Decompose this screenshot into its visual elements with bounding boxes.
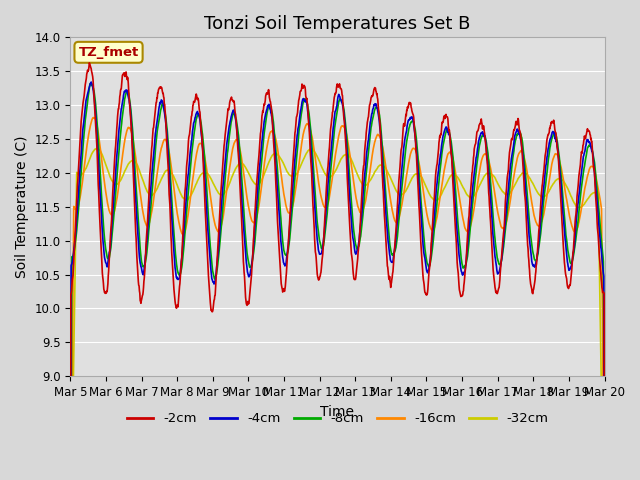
Legend: -2cm, -4cm, -8cm, -16cm, -32cm: -2cm, -4cm, -8cm, -16cm, -32cm [122,407,554,431]
X-axis label: Time: Time [321,405,355,419]
Y-axis label: Soil Temperature (C): Soil Temperature (C) [15,135,29,278]
Title: Tonzi Soil Temperatures Set B: Tonzi Soil Temperatures Set B [204,15,470,33]
Text: TZ_fmet: TZ_fmet [79,46,139,59]
